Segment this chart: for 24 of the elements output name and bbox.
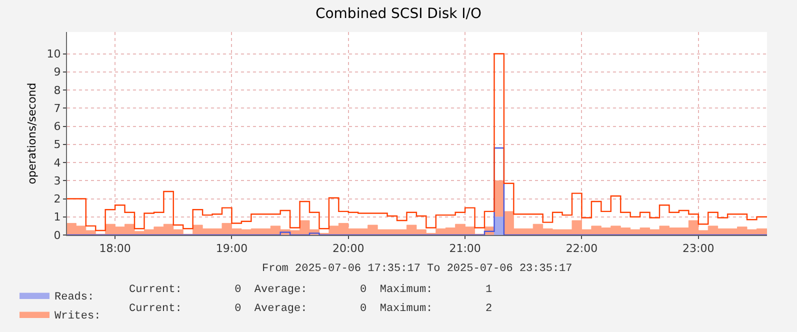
x-tick-label: 18:00 (99, 242, 131, 256)
y-tick-label: 0 (54, 228, 61, 242)
y-tick-label: 10 (46, 48, 61, 61)
legend-label: Writes: (54, 310, 101, 322)
y-tick-label: 6 (54, 120, 61, 134)
x-tick-label: 21:00 (449, 242, 481, 256)
chart-title: Combined SCSI Disk I/O (315, 6, 482, 22)
x-tick-label: 20:00 (332, 242, 364, 256)
y-tick-label: 3 (54, 174, 61, 188)
legend-label: Reads: (54, 291, 94, 304)
text: Current: 0 Average: 0 Maximum: 2 (129, 303, 492, 315)
x-tick-label: 19:00 (216, 242, 248, 256)
y-tick-label: 1 (54, 210, 61, 224)
text: Current: 0 Average: 0 Maximum: 1 (129, 284, 492, 296)
y-tick-label: 9 (54, 66, 61, 79)
text: From 2025-07-06 17:35:17 To 2025-07-06 23:35:17 (262, 263, 572, 275)
y-tick-label: 2 (54, 192, 61, 206)
y-tick-label: 7 (54, 102, 61, 115)
y-tick-label: 4 (54, 156, 61, 170)
x-tick-label: 22:00 (566, 242, 598, 256)
x-tick-label: 23:00 (682, 242, 714, 256)
y-axis-title: operations/second (25, 82, 38, 184)
y-tick-label: 5 (54, 138, 61, 152)
y-tick-label: 8 (54, 84, 61, 97)
